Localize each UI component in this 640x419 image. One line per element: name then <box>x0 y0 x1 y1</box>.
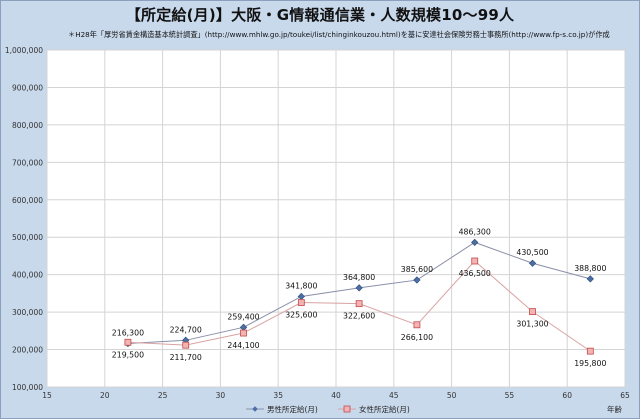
female-point <box>413 321 421 329</box>
y-tick-label: 200,000 <box>12 346 43 355</box>
male-data-label: 224,700 <box>170 325 202 334</box>
male-point <box>528 259 537 267</box>
y-tick-label: 600,000 <box>12 196 43 205</box>
data-labels: 216,300 224,700 259,400 341,800 364,800 385,6… <box>112 227 607 368</box>
female-point <box>240 329 247 337</box>
male-data-label: 259,400 <box>227 312 259 321</box>
x-tick-label: 55 <box>505 391 515 400</box>
chart-title: 【所定給(月)】大阪・G情報通信業・人数規模10〜99人 <box>125 6 515 24</box>
y-tick-label: 800,000 <box>12 121 43 130</box>
female-data-label: 322,600 <box>343 312 375 321</box>
y-tick-label: 500,000 <box>12 233 43 242</box>
female-data-label: 219,500 <box>112 350 144 359</box>
x-axis-label: 年齢 <box>607 404 622 414</box>
x-tick-label: 65 <box>620 391 630 400</box>
legend-label: 男性所定給(月) <box>267 404 318 414</box>
y-tick-label: 900,000 <box>12 83 43 92</box>
legend-label: 女性所定給(月) <box>359 404 410 414</box>
female-data-label: 325,600 <box>285 311 317 320</box>
female-point <box>586 347 594 355</box>
female-data-label: 211,700 <box>170 353 202 362</box>
y-tick-label: 300,000 <box>12 308 43 317</box>
y-tick-label: 1,000,000 <box>5 46 43 55</box>
male-point <box>586 275 594 283</box>
female-data-label: 195,800 <box>574 359 606 368</box>
male-data-label: 364,800 <box>343 273 375 282</box>
x-tick-label: 25 <box>158 391 168 400</box>
x-tick-label: 35 <box>273 391 283 400</box>
female-point <box>297 299 305 306</box>
legend: 男性所定給(月) 女性所定給(月) <box>246 404 410 414</box>
x-axis-ticks: 15 20 25 30 35 40 45 50 55 60 65 <box>42 391 630 400</box>
female-data-label: 244,100 <box>227 341 259 350</box>
male-point <box>355 284 363 292</box>
male-data-label: 216,300 <box>112 328 144 337</box>
x-tick-label: 20 <box>100 391 110 400</box>
male-data-label: 430,500 <box>516 248 548 257</box>
chart-source-note: ＊H28年「厚労省賃金構造基本統計調査」(http://www.mhlw.go.… <box>68 30 610 39</box>
y-tick-label: 700,000 <box>12 158 43 167</box>
series-group <box>124 238 594 355</box>
gridlines <box>46 49 626 388</box>
male-point <box>413 276 421 284</box>
male-data-label: 341,800 <box>285 281 317 290</box>
male-point <box>471 238 479 246</box>
x-tick-label: 30 <box>216 391 226 400</box>
y-tick-label: 100,000 <box>12 383 43 392</box>
x-tick-label: 50 <box>447 391 457 400</box>
x-tick-label: 15 <box>42 391 52 400</box>
legend-marker-diamond <box>252 406 258 412</box>
female-point <box>529 308 536 316</box>
female-data-label: 266,100 <box>401 333 433 342</box>
male-data-label: 385,600 <box>401 265 433 274</box>
y-tick-label: 400,000 <box>12 271 43 280</box>
x-tick-label: 40 <box>331 391 341 400</box>
female-point <box>355 300 363 308</box>
female-point <box>471 257 479 265</box>
male-data-label: 388,800 <box>574 264 606 273</box>
female-data-label: 301,300 <box>516 320 548 329</box>
y-axis-ticks: 100,000 200,000 300,000 400,000 500,000 600,0… <box>5 46 43 392</box>
x-tick-label: 60 <box>562 391 572 400</box>
legend-marker-square <box>343 405 351 413</box>
x-tick-label: 45 <box>389 391 399 400</box>
female-point <box>182 341 190 349</box>
female-point <box>124 338 132 346</box>
male-data-label: 486,300 <box>459 227 491 236</box>
female-data-label: 436,500 <box>459 269 491 278</box>
